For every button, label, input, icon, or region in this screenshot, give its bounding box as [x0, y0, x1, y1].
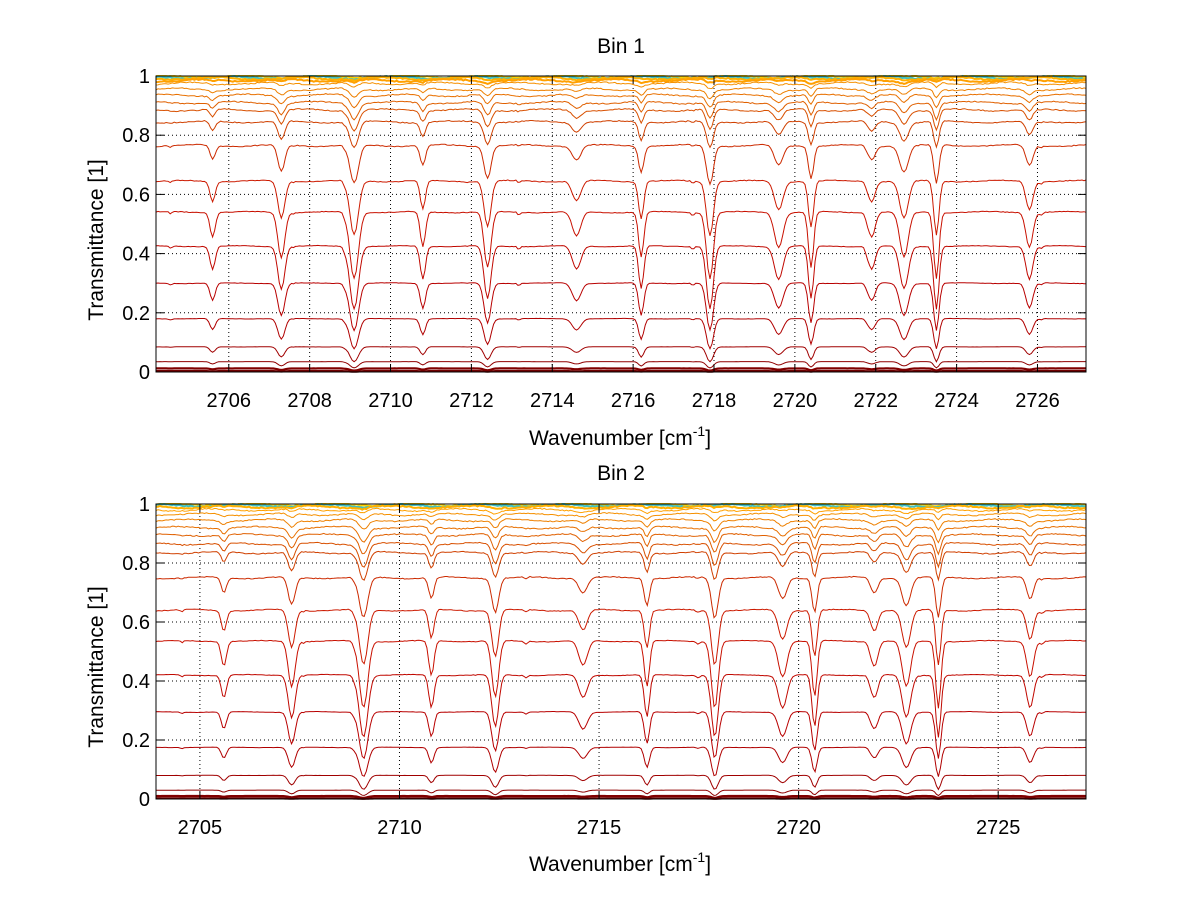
x-tick-label: 2710 — [377, 817, 422, 839]
series-line — [156, 575, 1087, 619]
x-tick-label: 2724 — [934, 390, 979, 412]
y-tick-label: 0.6 — [122, 184, 150, 206]
x-tick-labels: 2705 2710 2715 2720 2725 — [178, 817, 1021, 839]
series-line — [155, 525, 1086, 544]
x-tick-label: 2705 — [178, 817, 223, 839]
series-line — [155, 608, 1086, 665]
y-tick-labels: 0 0.2 0.4 0.6 0.8 1 — [122, 494, 150, 811]
series-line — [155, 93, 1087, 109]
x-tick-label: 2718 — [692, 390, 737, 412]
series-line — [155, 81, 1087, 90]
series-line — [155, 673, 1087, 738]
series-line — [155, 794, 1086, 800]
series-line — [155, 77, 1086, 85]
series-group — [155, 74, 1087, 373]
chart-title: Bin 2 — [597, 462, 645, 485]
x-tick-label: 2722 — [853, 390, 898, 412]
x-tick-label: 2706 — [207, 390, 252, 412]
y-tick-label: 0.2 — [122, 730, 150, 752]
axes-frame — [155, 503, 1087, 800]
series-line — [156, 774, 1086, 791]
x-tick-label: 2716 — [611, 390, 656, 412]
series-line — [155, 710, 1086, 760]
y-tick-label: 0.2 — [122, 303, 150, 325]
y-tick-label: 0.4 — [122, 244, 150, 266]
series-line — [155, 550, 1087, 582]
x-axis-label: Wavenumber [cm-1] — [529, 849, 711, 876]
x-tick-label: 2725 — [976, 817, 1021, 839]
series-line — [156, 361, 1086, 369]
series-line — [155, 75, 1087, 82]
series-line — [155, 507, 1087, 515]
series-line — [155, 518, 1087, 532]
series-line — [156, 370, 1086, 373]
series-line — [155, 143, 1087, 186]
series-line — [155, 639, 1087, 709]
series-line — [156, 504, 1087, 511]
series-line — [155, 317, 1087, 350]
x-tick-label: 2720 — [776, 817, 821, 839]
x-axis-label-text: Wavenumber [cm — [529, 853, 693, 876]
series-group — [155, 502, 1087, 800]
chart-title: Bin 1 — [597, 35, 645, 58]
x-axis-label-close: ] — [705, 853, 711, 876]
y-tick-label: 0 — [139, 362, 150, 384]
x-tick-label: 2712 — [449, 390, 494, 412]
x-tick-labels: 2706 2708 2710 2712 2714 2716 2718 2720 2722 2724… — [207, 390, 1060, 412]
x-tick-label: 2720 — [773, 390, 818, 412]
tick-marks — [156, 503, 1086, 800]
series-line — [156, 746, 1087, 777]
y-tick-label: 0 — [139, 789, 150, 811]
y-axis-label: Transmittance [1] — [85, 586, 108, 747]
series-line — [155, 107, 1087, 132]
y-tick-labels: 0 0.2 0.4 0.6 0.8 1 — [122, 66, 150, 384]
x-axis-label-superscript: -1 — [693, 423, 706, 439]
y-tick-label: 0.4 — [122, 671, 150, 693]
y-tick-label: 0.6 — [122, 612, 150, 634]
series-line — [155, 532, 1087, 556]
series-line — [155, 346, 1086, 363]
x-tick-label: 2714 — [530, 390, 575, 412]
y-tick-label: 1 — [139, 494, 150, 516]
y-tick-label: 1 — [139, 66, 150, 88]
tick-marks — [156, 75, 1086, 373]
x-axis-label-text: Wavenumber [cm — [529, 427, 693, 450]
series-line — [155, 541, 1087, 569]
subplot-bin-2: Bin 2 2705 2710 2715 2720 2725 0 0.2 0.4 0.6 0.8… — [85, 462, 1087, 876]
y-axis-label: Transmittance [1] — [85, 159, 108, 320]
series-line — [155, 244, 1087, 311]
y-tick-label: 0.8 — [122, 553, 150, 575]
series-line — [156, 367, 1086, 372]
axes-frame — [155, 75, 1087, 373]
series-line — [156, 789, 1086, 797]
subplot-bin-1: Bin 1 2706 2708 2710 2712 2714 2716 2718 2720 27… — [85, 35, 1087, 450]
grid-lines — [156, 504, 1086, 799]
x-tick-label: 2726 — [1015, 390, 1060, 412]
x-tick-label: 2708 — [287, 390, 332, 412]
x-tick-label: 2715 — [577, 817, 622, 839]
x-axis-label-close: ] — [705, 427, 711, 450]
y-tick-label: 0.8 — [122, 125, 150, 147]
series-line — [155, 512, 1087, 522]
grid-lines — [156, 76, 1086, 372]
x-axis-label-superscript: -1 — [693, 849, 706, 865]
series-line — [155, 282, 1086, 332]
x-tick-label: 2710 — [368, 390, 413, 412]
series-line — [155, 210, 1087, 280]
series-line — [155, 100, 1087, 122]
x-axis-label: Wavenumber [cm-1] — [529, 423, 711, 450]
series-line — [155, 119, 1087, 149]
series-line — [155, 179, 1087, 236]
series-line — [155, 87, 1087, 100]
